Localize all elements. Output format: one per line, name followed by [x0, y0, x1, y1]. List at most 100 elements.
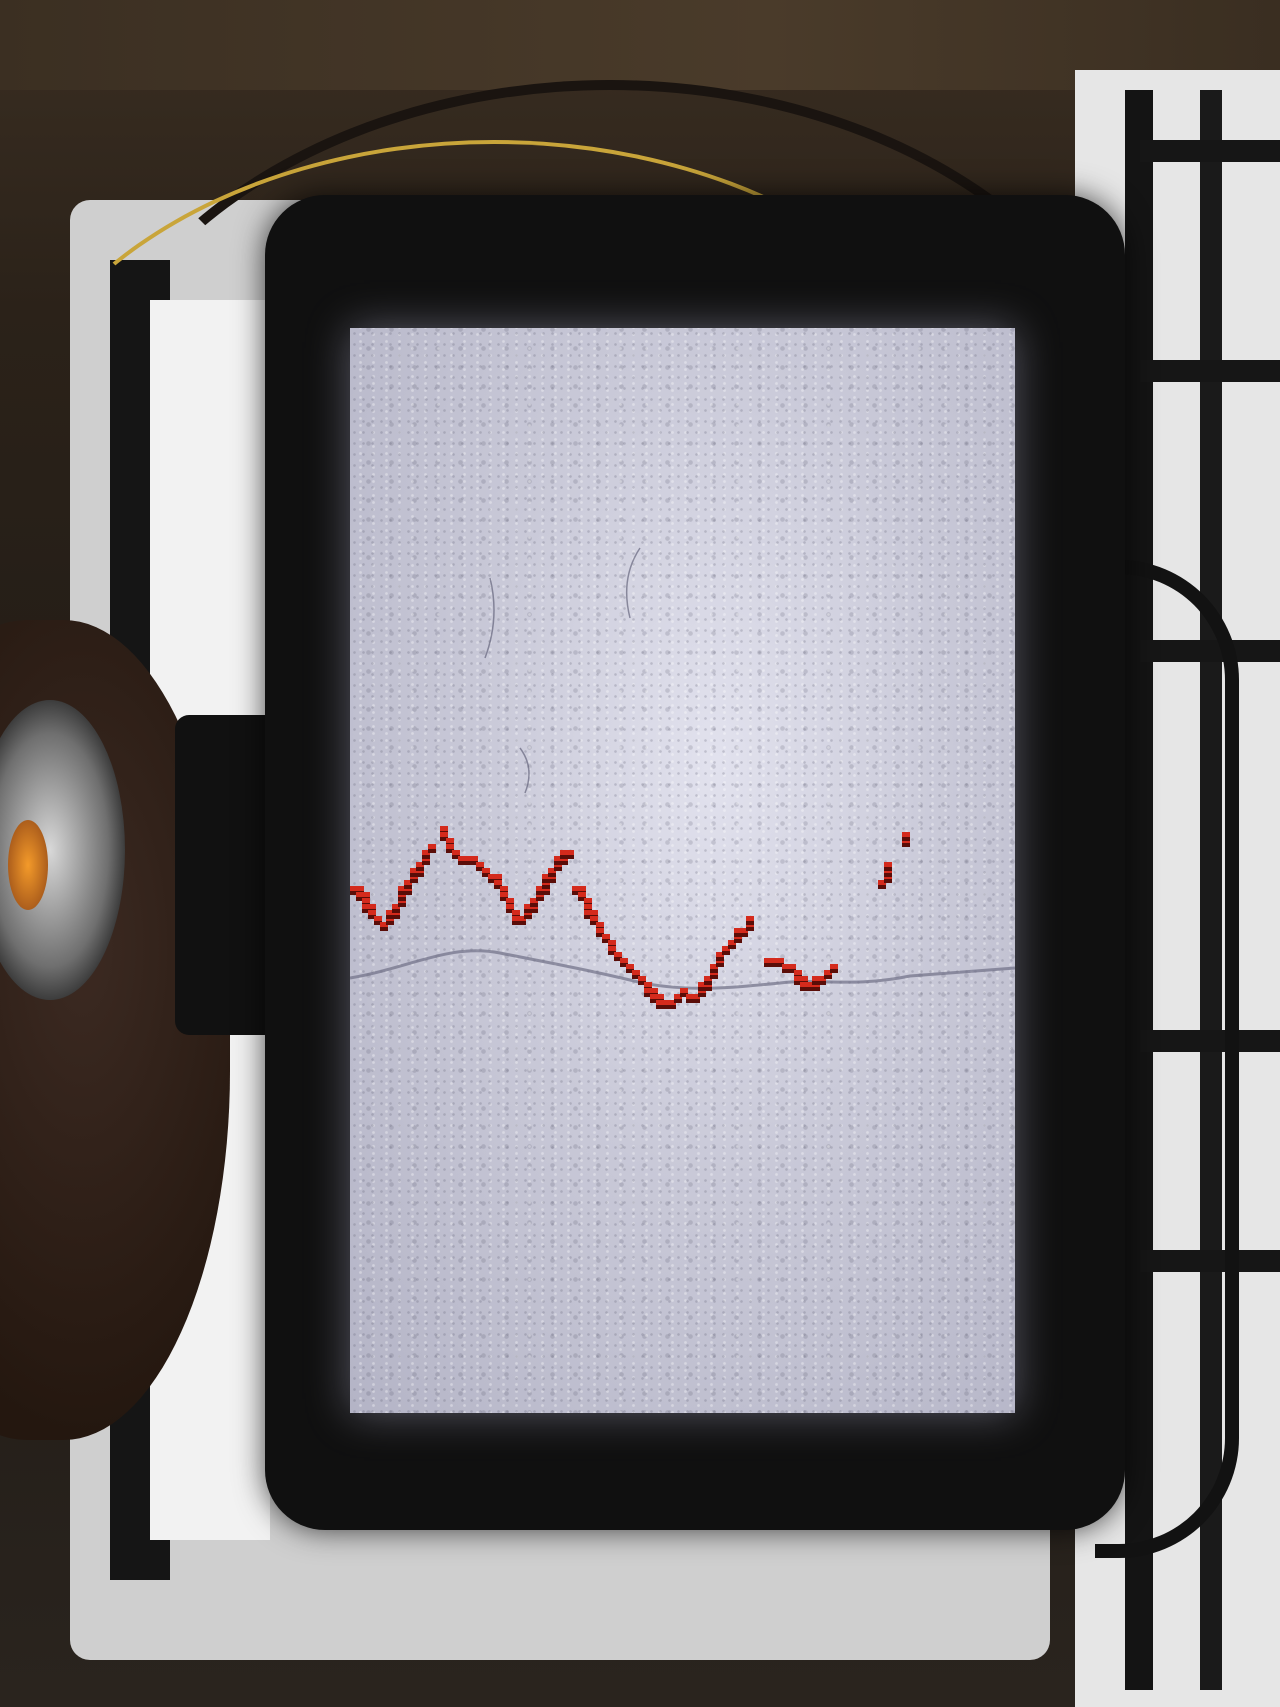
trace-pixel-shadow [398, 897, 406, 901]
trace-pixel [452, 850, 460, 855]
trace-pixel [602, 934, 610, 939]
trace-pixel [488, 874, 496, 879]
background-bar [1140, 360, 1280, 382]
trace-pixel [794, 976, 802, 981]
trace-pixel-shadow [902, 843, 910, 847]
trace-pixel-shadow [794, 981, 802, 985]
trace-pixel-shadow [884, 879, 892, 883]
trace-segment [902, 832, 910, 847]
trace-pixel [428, 844, 436, 849]
trace-pixel [728, 940, 736, 945]
background-bar [1140, 1030, 1280, 1052]
trace-pixel-shadow [770, 963, 778, 967]
trace-pixel [356, 892, 364, 897]
trace-pixel [584, 898, 592, 903]
trace-pixel-shadow [470, 861, 478, 865]
trace-pixel [710, 964, 718, 969]
trace-pixel-shadow [518, 921, 526, 925]
trace-pixel-shadow [710, 969, 718, 973]
trace-pixel [482, 868, 490, 873]
trace-pixel-shadow [542, 891, 550, 895]
trace-pixel-shadow [578, 897, 586, 901]
trace-pixel [596, 922, 604, 927]
trace-pixel [668, 1000, 676, 1005]
trace-pixel-shadow [446, 849, 454, 853]
trace-pixel [476, 862, 484, 867]
trace-pixel [512, 910, 520, 915]
trace-pixel [512, 916, 520, 921]
trace-pixel [704, 976, 712, 981]
trace-pixel-shadow [392, 909, 400, 913]
trace-pixel [362, 904, 370, 909]
light-indicator-icon [8, 820, 48, 910]
trace-pixel-shadow [734, 939, 742, 943]
trace-pixel-shadow [392, 915, 400, 919]
trace-pixel [800, 982, 808, 987]
trace-pixel-shadow [506, 909, 514, 913]
trace-pixel [590, 910, 598, 915]
trace-pixel-shadow [776, 963, 784, 967]
trace-pixel [650, 988, 658, 993]
trace-pixel [518, 916, 526, 921]
trace-pixel-shadow [782, 969, 790, 973]
trace-segment [440, 826, 574, 925]
trace-pixel-shadow [350, 891, 358, 895]
trace-pixel-shadow [368, 915, 376, 919]
trace-pixel-shadow [554, 867, 562, 871]
trace-pixel-shadow [716, 963, 724, 967]
trace-pixel-shadow [674, 999, 682, 1003]
trace-pixel-shadow [746, 927, 754, 931]
display-screen[interactable] [350, 328, 1015, 1413]
trace-pixel-shadow [638, 981, 646, 985]
trace-pixel-shadow [764, 963, 772, 967]
trace-pixel [374, 916, 382, 921]
trace-pixel [782, 964, 790, 969]
trace-pixel-shadow [404, 885, 412, 889]
trace-pixel [656, 1000, 664, 1005]
trace-pixel [614, 952, 622, 957]
trace-pixel [578, 886, 586, 891]
trace-pixel [608, 940, 616, 945]
trace-pixel-shadow [620, 963, 628, 967]
trace-pixel-shadow [422, 861, 430, 865]
trace-pixel [800, 976, 808, 981]
cable-yellow [0, 140, 998, 848]
trace-pixel [548, 868, 556, 873]
trace-pixel-shadow [428, 849, 436, 853]
trace-pixel-shadow [452, 855, 460, 859]
trace-pixel-shadow [806, 987, 814, 991]
trace-pixel [440, 826, 448, 831]
trace-pixel-shadow [500, 897, 508, 901]
trace-pixel-shadow [410, 879, 418, 883]
trace-pixel-shadow [542, 885, 550, 889]
trace-pixel [620, 958, 628, 963]
trace-pixel [776, 958, 784, 963]
trace-pixel-shadow [716, 957, 724, 961]
trace-pixel-shadow [386, 915, 394, 919]
trace-pixel-shadow [440, 837, 448, 841]
trace-pixel-shadow [410, 873, 418, 877]
trace-pixel-shadow [662, 1005, 670, 1009]
trace-pixel-shadow [536, 897, 544, 901]
trace-pixel [578, 892, 586, 897]
trace-pixel [830, 964, 838, 969]
trace-pixel-shadow [404, 891, 412, 895]
trace-pixel-shadow [536, 891, 544, 895]
trace-segment [572, 886, 754, 1009]
trace-pixel-shadow [800, 987, 808, 991]
trace-pixel [764, 958, 772, 963]
trace-pixel [674, 994, 682, 999]
trace-pixel [824, 970, 832, 975]
trace-pixel-shadow [698, 987, 706, 991]
trace-pixel [458, 856, 466, 861]
trace-pixel [416, 862, 424, 867]
trace-pixel-shadow [632, 975, 640, 979]
trace-pixel-shadow [884, 873, 892, 877]
trace-pixel [608, 946, 616, 951]
trace-segment [878, 862, 892, 889]
trace-pixel-shadow [830, 969, 838, 973]
trace-pixel [632, 970, 640, 975]
trace-pixel [638, 976, 646, 981]
trace-pixel [746, 916, 754, 921]
trace-pixel-shadow [692, 999, 700, 1003]
